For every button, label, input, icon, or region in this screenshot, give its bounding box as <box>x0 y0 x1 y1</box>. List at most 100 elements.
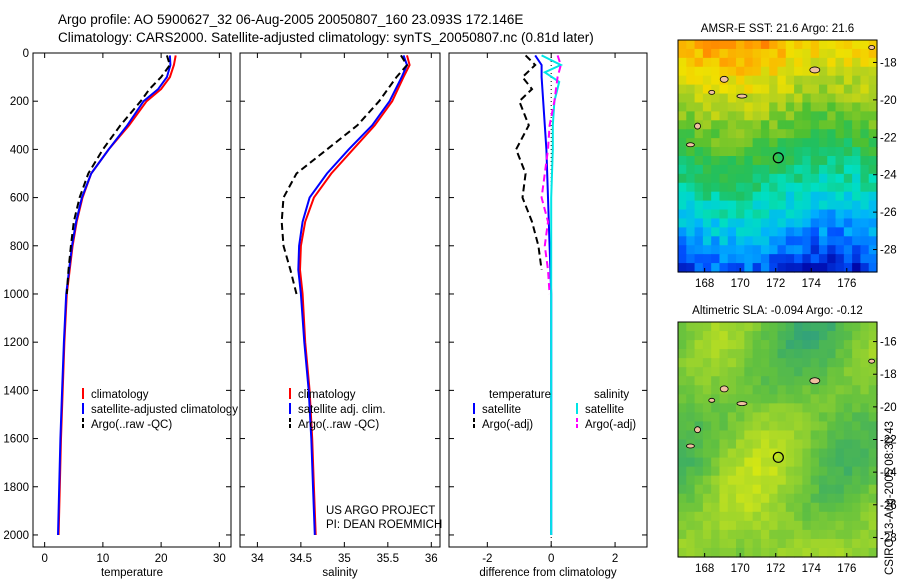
map-cell <box>777 191 787 202</box>
map-cell <box>760 376 770 386</box>
map-cell <box>852 412 862 423</box>
map-cell <box>694 236 704 246</box>
map-cell <box>843 129 853 139</box>
map-cell <box>711 218 721 228</box>
map-cell <box>744 111 754 121</box>
map-cell <box>810 111 820 121</box>
map-cell <box>794 493 803 504</box>
map-cell <box>777 511 787 522</box>
map-cell <box>719 547 729 558</box>
island-shape <box>686 443 695 449</box>
map-cell <box>719 439 729 450</box>
map-cell <box>736 254 745 264</box>
map-cell <box>702 245 712 255</box>
map-cell <box>686 156 696 166</box>
map-cell <box>711 475 721 486</box>
map-cell <box>769 209 779 220</box>
map-cell <box>711 385 721 395</box>
legend-label: Argo(..raw -QC) <box>298 419 379 431</box>
map-cell <box>852 236 862 246</box>
map-cell <box>760 120 770 130</box>
map-cell <box>868 191 878 202</box>
map-cell <box>835 236 845 246</box>
map-cell <box>843 182 853 193</box>
map-cell <box>785 547 795 558</box>
map-cell <box>711 236 721 246</box>
map-cell <box>736 75 745 86</box>
map-cell <box>818 147 828 157</box>
island-shape <box>694 426 701 434</box>
map-cell <box>852 385 862 395</box>
map-cell <box>719 394 729 404</box>
map-cell <box>694 520 704 531</box>
map-cell <box>868 538 878 549</box>
map-cell <box>702 236 712 246</box>
map-cell <box>769 331 779 341</box>
map-cell <box>827 421 837 432</box>
x-tick-label: 176 <box>837 563 856 575</box>
map-cell <box>694 403 704 413</box>
map-cell <box>852 57 862 68</box>
map-cell <box>843 245 853 255</box>
map-cell <box>769 349 779 359</box>
map-cell <box>769 254 779 264</box>
map-cell <box>835 156 845 166</box>
profile-panel-1: 34 34.5 35 35.5 36 salinity climatology satelli… <box>239 52 441 579</box>
map-cell <box>818 421 828 432</box>
map-cell <box>827 93 837 104</box>
map-cell <box>860 493 870 504</box>
map-cell <box>802 403 812 413</box>
map-cell <box>719 120 729 130</box>
map-cell <box>777 538 787 549</box>
map-cell <box>852 173 862 184</box>
map-cell <box>727 182 737 193</box>
map-cell <box>769 439 779 450</box>
map-cell <box>694 245 704 255</box>
map-cell <box>719 538 729 549</box>
map-cell <box>827 529 837 540</box>
map-cell <box>686 263 696 273</box>
map-cell <box>719 254 729 264</box>
map-cell <box>843 376 853 386</box>
map-cell <box>711 245 721 255</box>
map-cell <box>777 547 787 558</box>
map-cell <box>810 209 820 220</box>
map-cell <box>810 367 820 377</box>
map-cell <box>678 120 687 130</box>
map-cell <box>802 502 812 513</box>
map-cell <box>818 484 828 495</box>
map-cell <box>835 209 845 220</box>
series-line <box>280 54 409 295</box>
map-cell <box>818 439 828 450</box>
map-cell <box>711 111 721 121</box>
map-cell <box>711 200 721 211</box>
map-cell <box>827 164 837 175</box>
map-cell <box>835 120 845 130</box>
y-tick-label: -24 <box>880 170 897 182</box>
map-cell <box>818 138 828 148</box>
map-cell <box>678 236 687 246</box>
map-cell <box>719 457 729 468</box>
map-cell <box>860 57 870 68</box>
map-cell <box>719 191 729 202</box>
map-cell <box>678 182 687 193</box>
map-cell <box>852 209 862 220</box>
map-cell <box>852 218 862 228</box>
map-cell <box>736 227 745 237</box>
map-cell <box>744 57 754 68</box>
map-cell <box>785 493 795 504</box>
map-cell <box>678 322 687 332</box>
map-cell <box>744 200 754 211</box>
map-cell <box>694 376 704 386</box>
map-cell <box>802 484 812 495</box>
map-cell <box>719 340 729 350</box>
map-cell <box>702 430 712 441</box>
map-cell <box>835 457 845 468</box>
map-cell <box>702 475 712 486</box>
map-cell <box>744 358 754 368</box>
map-cell <box>719 358 729 368</box>
map-cell <box>810 147 820 157</box>
map-cell <box>694 200 704 211</box>
map-cell <box>860 156 870 166</box>
map-cell <box>777 475 787 486</box>
